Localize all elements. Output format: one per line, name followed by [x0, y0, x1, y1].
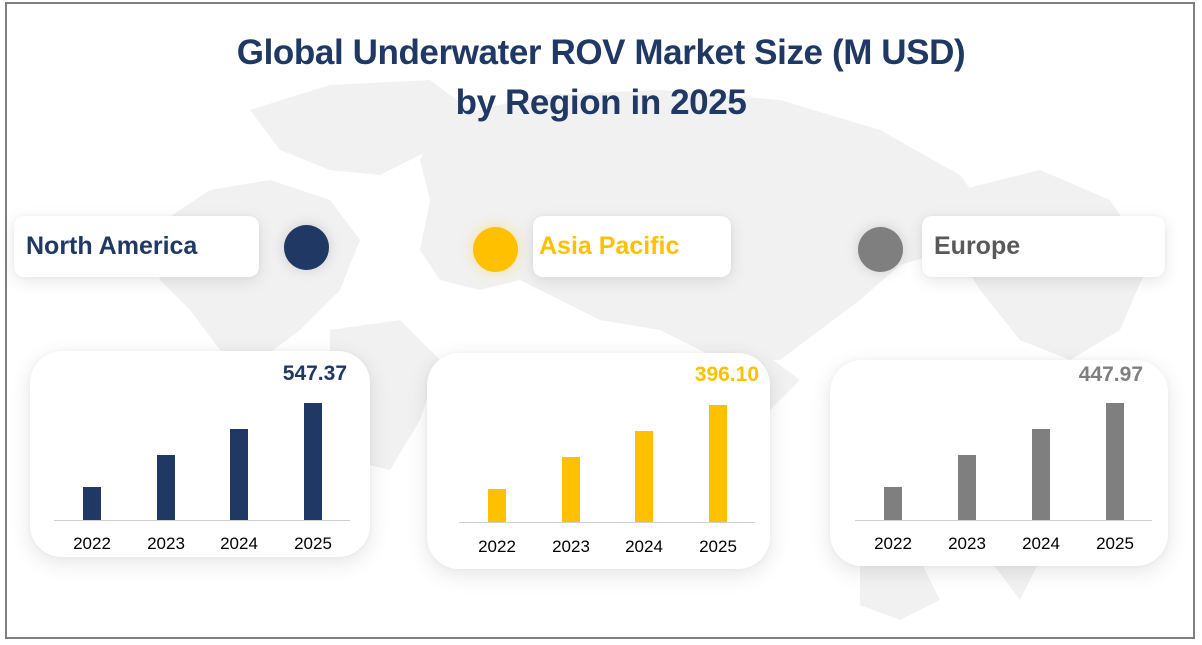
chart-card-europe: 447.97 2022 2023 2024 2025 [830, 360, 1168, 566]
value-label: 547.37 [282, 362, 347, 385]
title-line-2: by Region in 2025 [455, 83, 747, 122]
x-tick-2023: 2023 [147, 534, 185, 553]
bar-2024 [635, 431, 653, 522]
bar-2024 [230, 429, 248, 520]
region-name: Asia Pacific [539, 232, 680, 260]
bar-2022 [884, 487, 902, 520]
page-title: Global Underwater ROV Market Size (M USD… [0, 28, 1202, 128]
bar-2025 [709, 405, 727, 522]
x-axis-line [54, 520, 350, 521]
bar-2023 [562, 457, 580, 522]
x-axis-line [855, 520, 1152, 521]
bar-2023 [958, 455, 976, 520]
bar-2025 [1106, 403, 1124, 520]
legend-dot-europe [858, 227, 903, 272]
x-tick-2022: 2022 [73, 534, 111, 553]
region-label-europe: Europe [922, 216, 1165, 277]
x-tick-2025: 2025 [294, 534, 332, 553]
chart-card-asia-pacific: 396.10 2022 2023 2024 2025 [427, 353, 770, 569]
x-tick-2025: 2025 [699, 537, 737, 556]
x-tick-2024: 2024 [625, 537, 663, 556]
x-tick-2025: 2025 [1096, 534, 1134, 553]
value-label: 447.97 [1078, 363, 1143, 386]
legend-dot-asia-pacific [473, 227, 518, 272]
x-tick-2023: 2023 [552, 537, 590, 556]
bar-2024 [1032, 429, 1050, 520]
bar-2022 [83, 487, 101, 520]
x-tick-2022: 2022 [874, 534, 912, 553]
region-name: Europe [934, 232, 1021, 260]
region-name: North America [26, 232, 198, 260]
x-axis-line [459, 522, 755, 523]
bar-2023 [157, 455, 175, 520]
x-tick-2023: 2023 [948, 534, 986, 553]
title-line-1: Global Underwater ROV Market Size (M USD… [236, 33, 966, 72]
region-label-north-america: North America [14, 216, 259, 277]
bar-2022 [488, 489, 506, 522]
value-label: 396.10 [694, 363, 759, 386]
x-tick-2022: 2022 [478, 537, 516, 556]
x-tick-2024: 2024 [1022, 534, 1060, 553]
region-label-asia-pacific: Asia Pacific [533, 216, 731, 277]
bar-2025 [304, 403, 322, 520]
chart-card-north-america: 547.37 2022 2023 2024 2025 [30, 351, 370, 557]
legend-dot-north-america [284, 225, 329, 270]
x-tick-2024: 2024 [220, 534, 258, 553]
